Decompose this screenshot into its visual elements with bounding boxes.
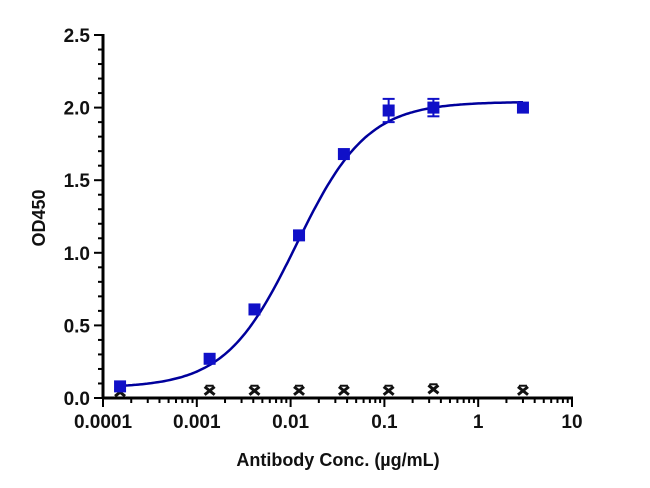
control-marker bbox=[248, 384, 261, 396]
control-marker bbox=[517, 384, 529, 396]
x-mark-icon bbox=[203, 385, 216, 396]
y-tick-label: 2.5 bbox=[64, 26, 91, 47]
x-mark-icon bbox=[337, 385, 350, 396]
control-marker bbox=[337, 384, 350, 396]
data-point bbox=[516, 101, 529, 114]
square-marker-icon bbox=[114, 380, 127, 393]
y-tick-label: 0.0 bbox=[64, 389, 90, 410]
y-axis-title: OD450 bbox=[29, 189, 49, 246]
data-point bbox=[203, 352, 216, 365]
x-tick-label: 0.01 bbox=[272, 412, 309, 433]
x-mark-icon bbox=[293, 385, 305, 396]
x-mark-icon bbox=[427, 384, 440, 395]
y-tick-label: 0.5 bbox=[64, 316, 91, 337]
x-tick-label: 1 bbox=[473, 412, 484, 433]
x-axis-title: Antibody Conc. (µg/mL) bbox=[236, 450, 439, 470]
plot-area bbox=[114, 97, 529, 398]
data-point bbox=[248, 303, 261, 316]
y-tick-label: 1.5 bbox=[64, 171, 91, 192]
data-point bbox=[382, 97, 395, 124]
fit-curve bbox=[120, 101, 523, 388]
x-mark-icon bbox=[248, 385, 261, 396]
square-marker-icon bbox=[516, 101, 529, 114]
square-marker-icon bbox=[293, 229, 306, 242]
square-marker-icon bbox=[337, 148, 350, 161]
x-axis: 0.0001 0.001 0.01 0.1 1 10 bbox=[74, 396, 583, 433]
data-point bbox=[293, 229, 306, 242]
y-tick-label: 1.0 bbox=[64, 244, 90, 265]
x-tick-label: 0.0001 bbox=[74, 412, 133, 433]
y-axis: 0.0 0.5 1.0 1.5 2.0 2.5 bbox=[64, 26, 105, 410]
x-tick-label: 0.1 bbox=[371, 412, 398, 433]
data-point bbox=[114, 380, 127, 393]
control-marker bbox=[427, 383, 440, 395]
data-point bbox=[337, 148, 350, 161]
x-mark-icon bbox=[382, 385, 395, 396]
square-marker-icon bbox=[427, 101, 440, 114]
x-tick-label: 10 bbox=[561, 412, 582, 433]
control-marker bbox=[203, 384, 216, 396]
square-marker-icon bbox=[203, 352, 216, 365]
control-marker bbox=[382, 384, 395, 396]
control-marker bbox=[293, 384, 305, 396]
x-tick-label: 0.001 bbox=[173, 412, 221, 433]
x-mark-icon bbox=[517, 385, 529, 396]
square-marker-icon bbox=[382, 104, 395, 117]
data-point bbox=[427, 97, 440, 118]
y-tick-label: 2.0 bbox=[64, 99, 90, 120]
square-marker-icon bbox=[248, 303, 261, 316]
